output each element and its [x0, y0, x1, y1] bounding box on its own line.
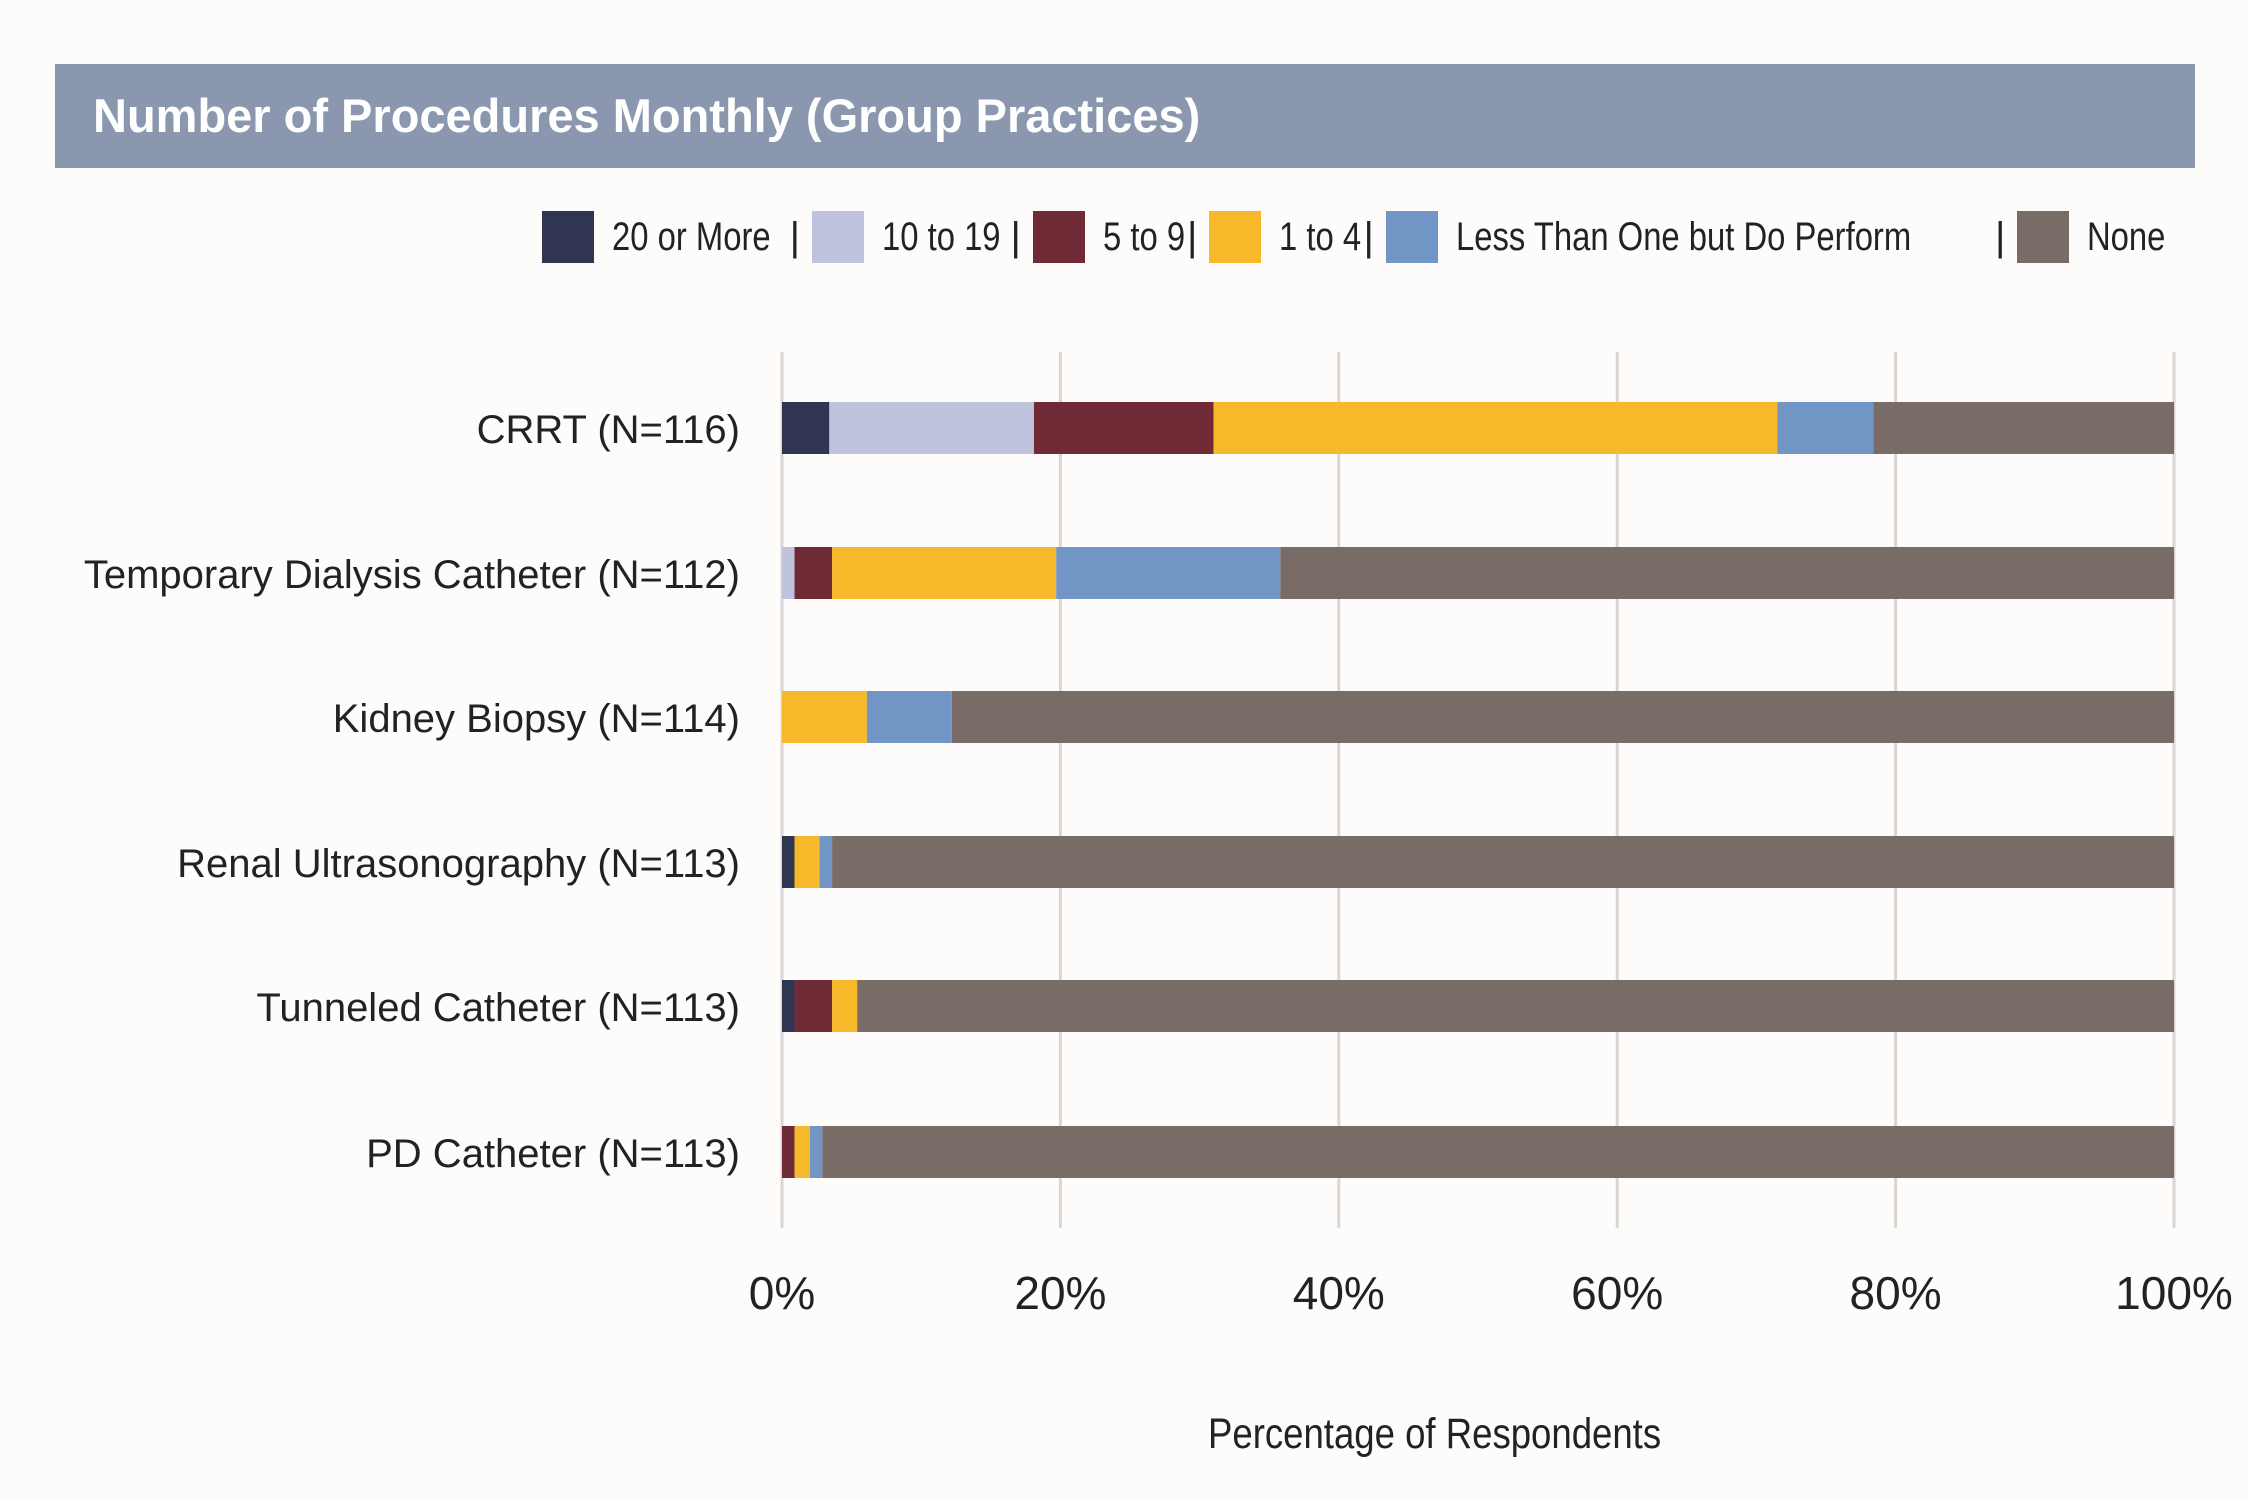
x-tick-label: 100% [2115, 1267, 2233, 1319]
category-label: Tunneled Catheter (N=113) [256, 986, 740, 1030]
bar-segment [832, 980, 858, 1032]
bar-segment [782, 836, 795, 888]
legend-separator: | [1994, 214, 2006, 259]
x-tick-label: 60% [1571, 1267, 1663, 1319]
bar-segment [794, 980, 833, 1032]
legend-item-none: None [2017, 211, 2183, 263]
bar-segment [819, 836, 833, 888]
legend-label: Less Than One but Do Perform [1455, 214, 1912, 259]
legend-label: 20 or More [612, 214, 771, 259]
bar-segment [794, 547, 833, 599]
bar-segment [1280, 547, 2174, 599]
legend-swatch [1385, 211, 1438, 263]
bar-segment [809, 1126, 823, 1178]
gridlines [780, 352, 2176, 1228]
bar-segment [857, 980, 2175, 1032]
bar-segment [822, 1126, 2175, 1178]
legend-label: 5 to 9 [1102, 214, 1186, 259]
legend-swatch [2017, 211, 2070, 263]
bar-segment [782, 980, 795, 1032]
legend-item-less-than-one: Less Than One but Do Perform | [1385, 211, 2018, 263]
legend-label: 1 to 4 [1279, 214, 1362, 259]
bar-segment [951, 691, 2174, 743]
bar-segment [866, 691, 952, 743]
legend-label: None [2087, 214, 2166, 259]
bar-segment [1056, 547, 1281, 599]
category-label: CRRT (N=116) [477, 408, 740, 452]
x-tick-label: 80% [1850, 1267, 1942, 1319]
legend: 20 or More | 10 to 19 | 5 to 9 | 1 to 4 … [542, 210, 2183, 264]
bar-segment [782, 547, 795, 599]
x-tick-label: 0% [749, 1267, 815, 1319]
legend-separator: | [1187, 214, 1198, 259]
category-label: Renal Ultrasonography (N=113) [177, 842, 740, 886]
bar-segment [1033, 402, 1214, 454]
bar-segment [782, 402, 830, 454]
bar-segment [829, 402, 1034, 454]
category-labels: CRRT (N=116) Temporary Dialysis Catheter … [84, 408, 740, 1176]
legend-swatch [1032, 211, 1085, 263]
category-label: PD Catheter (N=113) [366, 1132, 740, 1176]
x-tick-labels: 0% 20% 40% 60% 80% 100% [749, 1267, 2233, 1319]
bar-segment [794, 836, 820, 888]
legend-item-10-to-19: 10 to 19 | [811, 211, 1033, 263]
bar-segment [794, 1126, 810, 1178]
chart-title: Number of Procedures Monthly (Group Prac… [93, 89, 1201, 142]
title-band: Number of Procedures Monthly (Group Prac… [55, 64, 2195, 168]
x-axis-title-wrap: Percentage of Respondents [0, 1410, 2249, 1459]
bar-segment [832, 547, 1057, 599]
category-label: Kidney Biopsy (N=114) [333, 697, 740, 741]
legend-swatch [811, 211, 864, 263]
legend-swatch [1209, 211, 1262, 263]
bar-segment [832, 836, 2174, 888]
legend-separator: | [1363, 214, 1374, 259]
bar-segment [1213, 402, 1778, 454]
legend-label: 10 to 19 [881, 214, 1001, 259]
bar-segment [1777, 402, 1874, 454]
legend-separator: | [789, 214, 800, 259]
legend-item-5-to-9: 5 to 9 | [1032, 211, 1209, 263]
legend-separator: | [1010, 214, 1021, 259]
category-label: Temporary Dialysis Catheter (N=112) [84, 553, 740, 597]
x-tick-label: 40% [1293, 1267, 1385, 1319]
legend-swatch [542, 211, 595, 263]
legend-item-1-to-4: 1 to 4 | [1209, 211, 1385, 263]
bar-segment [782, 1126, 795, 1178]
legend-item-20-or-more: 20 or More | [542, 211, 812, 263]
x-tick-label: 20% [1014, 1267, 1106, 1319]
bars [782, 402, 2175, 1178]
x-axis-title: Percentage of Respondents [1207, 1410, 1662, 1458]
bar-segment [782, 691, 867, 743]
bar-segment [1873, 402, 2174, 454]
